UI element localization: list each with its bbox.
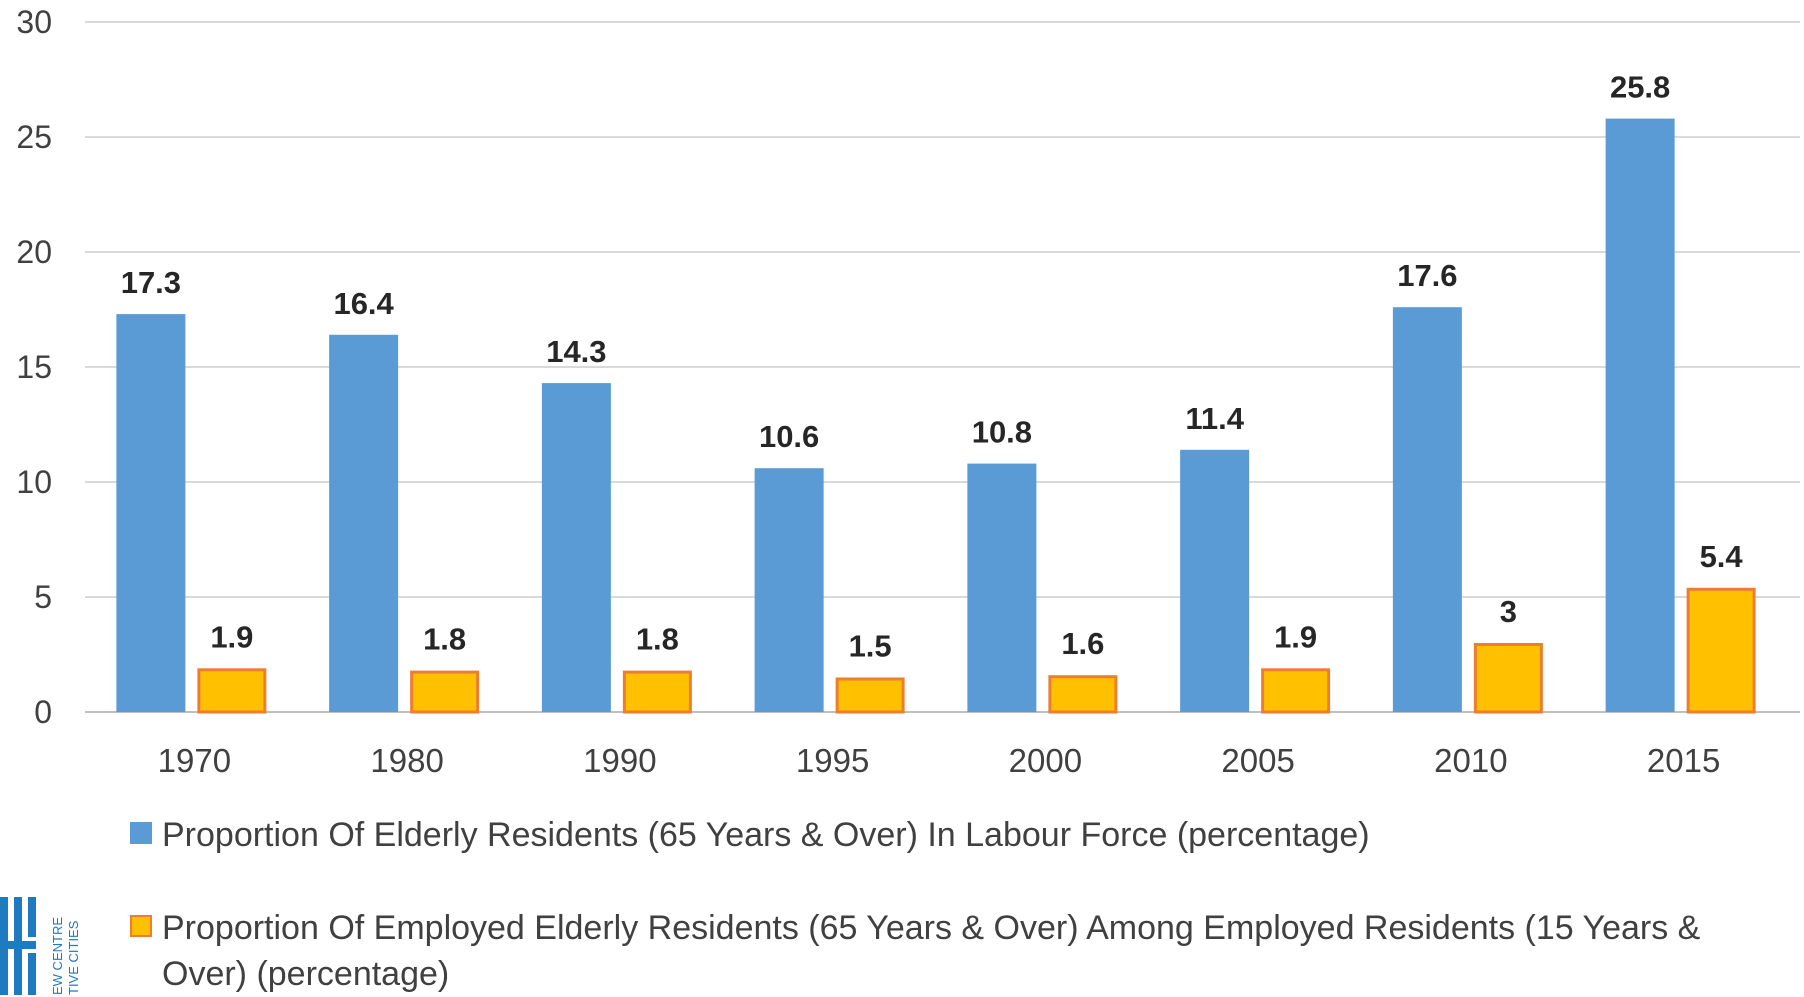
- y-tick-label: 30: [16, 4, 52, 40]
- bar-series-1-2015: [1605, 118, 1675, 713]
- x-tick-label-2010: 2010: [1434, 742, 1507, 779]
- data-label-series-1-2005: 11.4: [1185, 401, 1244, 436]
- x-tick-label-2015: 2015: [1647, 742, 1720, 779]
- y-tick-label: 10: [16, 464, 52, 500]
- bar-series-1-2010: [1392, 307, 1462, 712]
- x-tick-label-1995: 1995: [796, 742, 869, 779]
- data-label-series-1-1970: 17.3: [121, 265, 181, 300]
- data-label-series-2-1980: 1.8: [423, 622, 466, 657]
- organization-logo: EW CENTRE TIVE CITIES: [0, 897, 81, 995]
- data-labels: 17.3 1.9 16.4 1.8 14.3 1.8 10.6 1.5 10.8 1.6 11.4 1…: [121, 70, 1744, 664]
- data-label-series-2-1990: 1.8: [636, 622, 679, 657]
- data-label-series-2-2000: 1.6: [1061, 626, 1104, 661]
- bar-series-2-2010: [1473, 643, 1543, 714]
- data-label-series-2-1995: 1.5: [849, 629, 892, 664]
- legend-entry-series-1: Proportion Of Elderly Residents (65 Year…: [130, 812, 1780, 858]
- y-tick-label: 25: [16, 119, 52, 155]
- bar-series-2-1970: [197, 668, 267, 714]
- x-tick-label-1970: 1970: [158, 742, 231, 779]
- legend-swatch-blue: [130, 822, 152, 844]
- x-tick-label-1990: 1990: [583, 742, 656, 779]
- logo-text: EW CENTRE TIVE CITIES: [50, 913, 81, 995]
- data-label-series-2-2005: 1.9: [1274, 619, 1317, 654]
- bar-series-1-2000: [967, 463, 1037, 712]
- logo-mark: [0, 897, 36, 995]
- x-axis-ticks: 1970 1980 1990 1995 2000 2005 2010 2015: [158, 742, 1721, 779]
- bar-series-2-2005: [1261, 668, 1331, 714]
- legend-entry-series-2: Proportion Of Employed Elderly Residents…: [130, 905, 1780, 997]
- y-tick-label: 15: [16, 349, 52, 385]
- bar-series-2-1990: [622, 670, 692, 714]
- bar-series-1-1990: [541, 383, 611, 712]
- bars: [116, 118, 1756, 714]
- x-tick-label-2000: 2000: [1009, 742, 1082, 779]
- legend-label-series-2: Proportion Of Employed Elderly Residents…: [162, 909, 1701, 993]
- bar-series-1-2005: [1180, 449, 1250, 712]
- y-tick-label: 20: [16, 234, 52, 270]
- bar-series-2-2000: [1048, 675, 1118, 714]
- y-axis-ticks: 0 5 10 15 20 25 30: [16, 4, 52, 730]
- bar-series-1-1980: [329, 334, 399, 712]
- bar-series-2-1995: [835, 677, 905, 714]
- data-label-series-2-2015: 5.4: [1700, 539, 1744, 574]
- data-label-series-2-2010: 3: [1500, 594, 1517, 629]
- bar-series-1-1970: [116, 314, 186, 712]
- data-label-series-1-1990: 14.3: [546, 334, 606, 369]
- data-label-series-1-2015: 25.8: [1610, 70, 1670, 105]
- bar-series-1-1995: [754, 468, 824, 712]
- bar-series-2-1980: [410, 670, 480, 714]
- data-label-series-1-1980: 16.4: [333, 286, 394, 321]
- x-tick-label-1980: 1980: [370, 742, 443, 779]
- bar-series-2-2015: [1686, 587, 1756, 714]
- y-tick-label: 5: [34, 579, 52, 615]
- data-label-series-2-1970: 1.9: [210, 619, 253, 654]
- legend-swatch-orange: [130, 915, 152, 937]
- legend-label-series-1: Proportion Of Elderly Residents (65 Year…: [162, 816, 1370, 854]
- y-tick-label: 0: [34, 694, 52, 730]
- x-tick-label-2005: 2005: [1221, 742, 1294, 779]
- data-label-series-1-2000: 10.8: [972, 415, 1032, 450]
- data-label-series-1-2010: 17.6: [1397, 258, 1457, 293]
- data-label-series-1-1995: 10.6: [759, 419, 819, 454]
